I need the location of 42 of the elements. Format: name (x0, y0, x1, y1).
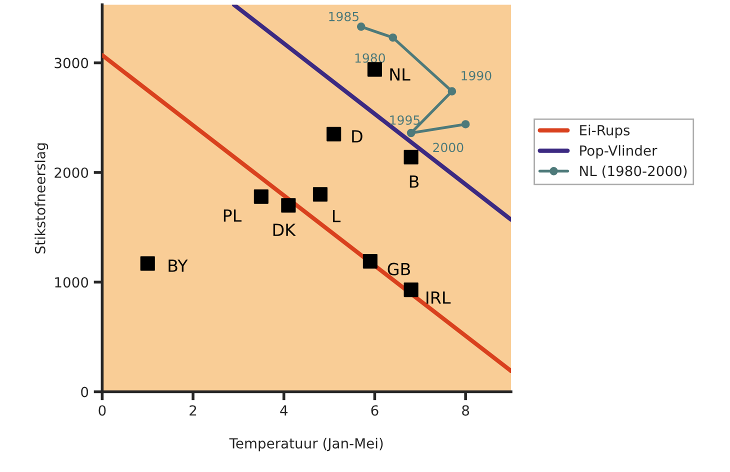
point (367, 62, 382, 77)
annotation: 1995 (390, 115, 420, 125)
y-tick-label: 0 (81, 386, 88, 398)
x-axis-title: Temperatuur (Jan-Mei) (229, 438, 383, 452)
legend-label: Pop-Vlinder (580, 145, 658, 159)
y-tick-label: 1000 (55, 277, 88, 288)
annotation: DK (273, 224, 296, 236)
annotation: 2000 (433, 142, 464, 152)
point (404, 282, 418, 298)
annotation: 1990 (462, 70, 492, 80)
point (404, 150, 418, 164)
x-tick-label: 4 (280, 405, 288, 416)
annotation: GB (388, 262, 410, 276)
annotation: L (332, 210, 341, 222)
annotation: NL (390, 68, 410, 81)
legend-label: NL (1980-2000) (580, 165, 687, 178)
point (281, 198, 296, 213)
annotation: 1985 (329, 12, 358, 22)
point (140, 256, 155, 271)
point (356, 22, 366, 31)
x-tick-label: 2 (190, 405, 196, 416)
point (326, 126, 342, 142)
annotation: 1980 (355, 53, 385, 63)
x-tick-label: 8 (462, 405, 470, 416)
y-tick-label: 3000 (54, 58, 88, 68)
point (254, 189, 268, 204)
x-tick-label: 0 (98, 405, 106, 416)
annotation: PL (224, 209, 242, 222)
x-tick-label: 6 (371, 405, 378, 416)
point (362, 254, 378, 269)
annotation: B (410, 176, 419, 188)
point (406, 128, 416, 138)
point (388, 33, 398, 42)
annotation: BY (168, 260, 188, 272)
y-axis-title: Stikstofneerslag (34, 143, 48, 254)
y-tick-label: 2000 (54, 167, 88, 178)
point (461, 120, 470, 128)
annotation: D (352, 130, 362, 142)
legend-label: Ei-Rups (580, 124, 630, 138)
annotation: IRL (426, 292, 451, 304)
point (448, 87, 456, 96)
point (312, 187, 328, 202)
